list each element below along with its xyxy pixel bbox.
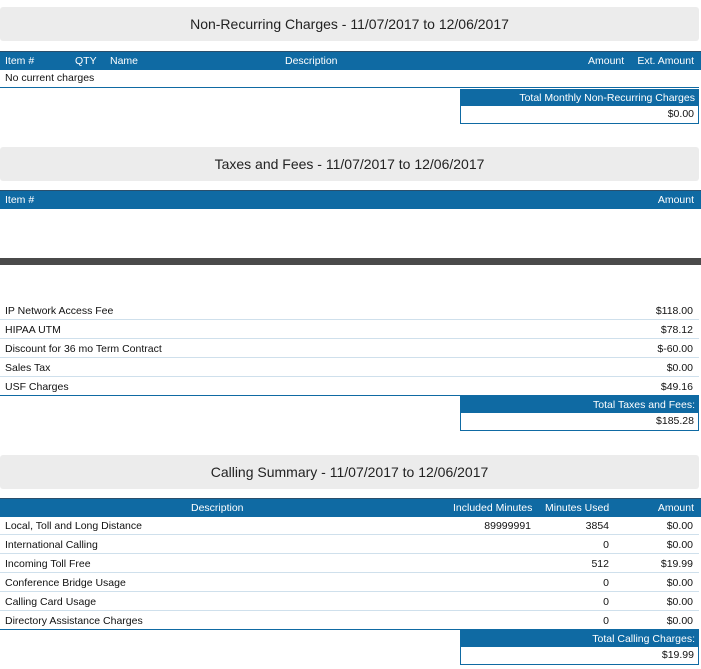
col-item: Item # (5, 194, 35, 206)
fee-amount: $118.00 (655, 305, 693, 317)
table-row: HIPAA UTM $78.12 (0, 320, 699, 339)
table-row: IP Network Access Fee $118.00 (0, 301, 699, 320)
call-amount: $0.00 (666, 615, 693, 627)
col-name: Name (110, 55, 139, 67)
total-value: $19.99 (460, 647, 699, 665)
call-description: Incoming Toll Free (5, 558, 91, 570)
taxes-title: Taxes and Fees - 11/07/2017 to 12/06/201… (0, 147, 699, 181)
fee-name: Discount for 36 mo Term Contract (5, 343, 162, 355)
nonrecurring-title: Non-Recurring Charges - 11/07/2017 to 12… (0, 7, 699, 41)
fee-name: HIPAA UTM (5, 324, 61, 336)
calling-table-header: Description Included Minutes Minutes Use… (0, 498, 701, 517)
col-amount: Amount (657, 502, 694, 514)
col-amount: Amount (657, 194, 694, 206)
call-amount: $19.99 (660, 558, 693, 570)
fee-amount: $-60.00 (657, 343, 693, 355)
fee-amount: $0.00 (666, 362, 693, 374)
table-row: Incoming Toll Free 512 $19.99 (0, 554, 699, 573)
empty-row: No current charges (0, 69, 699, 88)
table-row: Directory Assistance Charges 0 $0.00 (0, 611, 699, 630)
call-description: Local, Toll and Long Distance (5, 520, 142, 532)
call-amount: $0.00 (666, 539, 693, 551)
total-value: $0.00 (460, 106, 699, 124)
call-description: Directory Assistance Charges (5, 615, 143, 627)
section-divider (0, 258, 701, 265)
taxes-table-header: Item # Amount (0, 190, 701, 209)
call-used: 0 (603, 577, 609, 589)
table-row: Calling Card Usage 0 $0.00 (0, 592, 699, 611)
fee-amount: $78.12 (660, 324, 693, 336)
call-amount: $0.00 (666, 577, 693, 589)
total-label: Total Monthly Non-Recurring Charges (460, 89, 699, 106)
call-description: Calling Card Usage (5, 596, 97, 608)
call-amount: $0.00 (666, 596, 693, 608)
fee-amount: $49.16 (660, 381, 693, 393)
total-label: Total Calling Charges: (460, 630, 699, 647)
table-row: USF Charges $49.16 (0, 377, 699, 396)
total-value: $185.28 (460, 413, 699, 431)
call-amount: $0.00 (666, 520, 693, 532)
table-row: Conference Bridge Usage 0 $0.00 (0, 573, 699, 592)
col-included: Included Minutes (453, 502, 533, 514)
call-description: International Calling (5, 539, 98, 551)
col-description: Description (285, 55, 338, 67)
call-used: 0 (603, 615, 609, 627)
nonrecurring-total: Total Monthly Non-Recurring Charges $0.0… (460, 89, 699, 124)
call-used: 512 (591, 558, 609, 570)
table-row: Local, Toll and Long Distance 89999991 3… (0, 516, 699, 535)
fee-name: IP Network Access Fee (5, 305, 114, 317)
table-row: International Calling 0 $0.00 (0, 535, 699, 554)
taxes-total: Total Taxes and Fees: $185.28 (460, 396, 699, 431)
calling-title: Calling Summary - 11/07/2017 to 12/06/20… (0, 455, 699, 489)
fee-name: USF Charges (5, 381, 69, 393)
col-used: Minutes Used (545, 502, 610, 514)
call-used: 3854 (585, 520, 609, 532)
col-description: Description (191, 502, 244, 514)
calling-total: Total Calling Charges: $19.99 (460, 630, 699, 665)
col-ext-amount: Ext. Amount (637, 55, 694, 67)
empty-text: No current charges (5, 72, 95, 84)
call-used: 0 (603, 539, 609, 551)
table-row: Sales Tax $0.00 (0, 358, 699, 377)
nonrecurring-table-header: Item # QTY Name Description Amount Ext. … (0, 51, 701, 70)
call-used: 0 (603, 596, 609, 608)
call-description: Conference Bridge Usage (5, 577, 126, 589)
col-item: Item # (5, 55, 35, 67)
col-qty: QTY (75, 55, 97, 67)
fee-name: Sales Tax (5, 362, 51, 374)
total-label: Total Taxes and Fees: (460, 396, 699, 413)
call-included: 89999991 (484, 520, 531, 532)
col-amount: Amount (588, 55, 625, 67)
table-row: Discount for 36 mo Term Contract $-60.00 (0, 339, 699, 358)
